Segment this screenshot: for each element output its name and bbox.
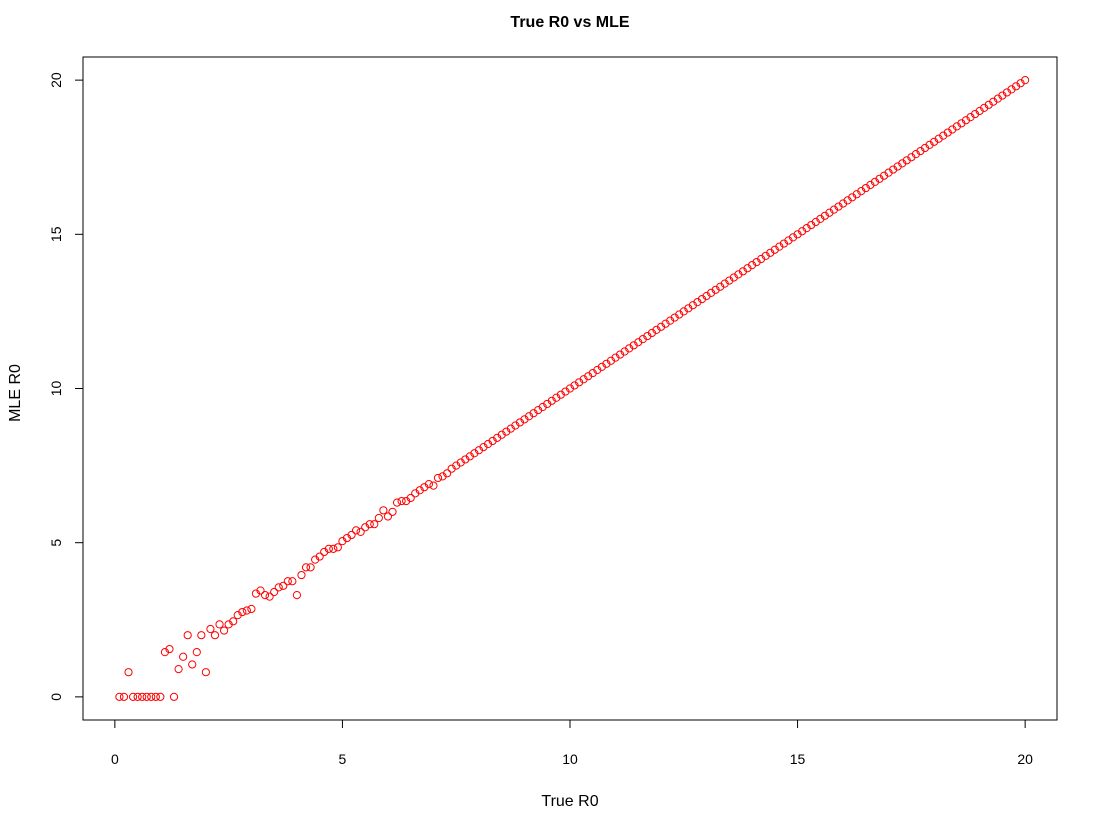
data-points	[115, 76, 1030, 701]
data-point	[242, 606, 251, 615]
x-tick-label: 20	[1017, 751, 1033, 767]
y-axis-label: MLE R0	[7, 364, 24, 422]
data-point	[133, 692, 142, 701]
data-point	[165, 644, 174, 654]
data-point	[306, 563, 315, 572]
data-point	[270, 587, 279, 597]
data-point	[215, 620, 224, 629]
y-tick-label: 0	[48, 693, 64, 701]
data-point	[351, 526, 361, 535]
data-point	[219, 626, 229, 635]
data-point	[356, 527, 365, 536]
data-point	[115, 692, 124, 701]
data-point	[388, 507, 397, 516]
y-tick-label: 15	[48, 226, 64, 242]
x-tick-label: 5	[339, 751, 347, 767]
data-point	[288, 577, 297, 586]
data-point	[397, 496, 406, 506]
data-point	[174, 665, 183, 674]
data-point	[156, 692, 165, 701]
data-point	[210, 631, 220, 640]
data-point	[324, 544, 333, 553]
data-point	[329, 544, 338, 553]
data-point	[406, 493, 415, 503]
data-point	[443, 469, 452, 478]
data-point	[315, 552, 324, 561]
x-axis: 0 5 10 15 20	[111, 719, 1033, 767]
data-point	[256, 586, 265, 595]
data-point	[151, 692, 160, 701]
data-point	[383, 512, 393, 521]
data-point	[301, 563, 311, 572]
data-point	[183, 631, 192, 640]
data-point	[128, 692, 138, 701]
data-point	[274, 583, 283, 592]
data-point	[169, 692, 179, 701]
data-point	[206, 624, 215, 634]
data-point	[260, 591, 270, 600]
data-point	[124, 668, 133, 677]
data-point	[392, 498, 402, 507]
data-point	[297, 570, 306, 580]
data-point	[1021, 76, 1030, 85]
data-point	[370, 520, 379, 529]
data-point	[201, 668, 210, 677]
data-point	[229, 617, 238, 626]
data-point	[433, 473, 443, 483]
data-point	[247, 604, 256, 614]
y-axis: 0 5 10 15 20	[48, 72, 84, 701]
data-point	[347, 530, 356, 540]
data-point	[138, 692, 147, 701]
data-point	[142, 692, 151, 701]
data-point	[424, 480, 434, 489]
y-tick-label: 20	[48, 72, 64, 88]
data-point	[179, 652, 188, 661]
data-point	[188, 660, 197, 669]
data-point	[238, 607, 247, 617]
x-tick-label: 15	[790, 751, 806, 767]
data-point	[333, 543, 342, 552]
data-point	[365, 520, 374, 529]
data-point	[197, 631, 206, 640]
y-tick-label: 5	[48, 539, 64, 547]
data-point	[119, 692, 129, 701]
data-point	[265, 592, 274, 601]
y-tick-label: 10	[48, 381, 64, 397]
x-tick-label: 10	[562, 751, 578, 767]
data-point	[283, 577, 292, 586]
data-point	[192, 648, 201, 657]
data-point	[374, 513, 383, 523]
data-point	[292, 591, 302, 600]
x-axis-label: True R0	[541, 793, 598, 810]
data-point	[429, 481, 438, 490]
data-point	[147, 692, 156, 701]
data-point	[279, 581, 288, 590]
x-tick-label: 0	[111, 751, 119, 767]
data-point	[379, 506, 388, 515]
chart-title: True R0 vs MLE	[510, 14, 629, 31]
